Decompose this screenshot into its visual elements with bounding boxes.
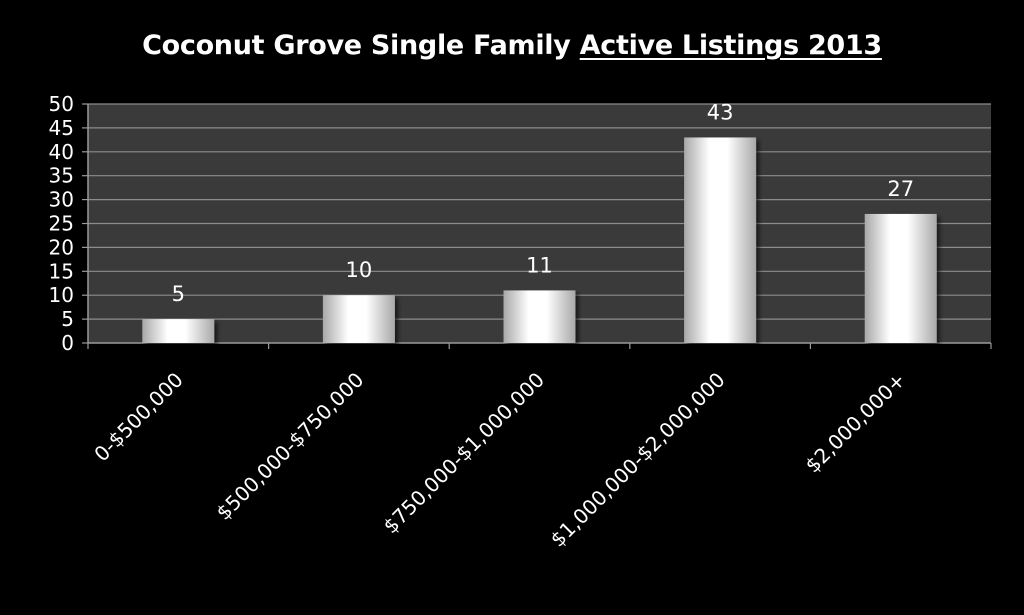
bar-2 xyxy=(503,290,576,343)
y-tick-label: 30 xyxy=(49,188,74,212)
x-tick-label: $750,000-$1,000,000 xyxy=(379,368,550,539)
x-tick-label: 0-$500,000 xyxy=(89,368,188,467)
bar-3 xyxy=(684,137,757,343)
y-tick-label: 20 xyxy=(49,235,74,259)
y-tick-label: 15 xyxy=(49,259,74,283)
chart-title: Coconut Grove Single Family Active Listi… xyxy=(0,30,1024,61)
data-label: 43 xyxy=(707,100,734,124)
data-label: 11 xyxy=(526,253,553,277)
y-tick-label: 40 xyxy=(49,140,74,164)
y-tick-label: 5 xyxy=(61,307,74,331)
x-tick-label: $2,000,000+ xyxy=(800,368,910,478)
y-tick-label: 50 xyxy=(49,92,74,116)
bar-1 xyxy=(322,295,395,343)
y-tick-label: 25 xyxy=(49,212,74,236)
bar-0 xyxy=(142,319,215,343)
x-tick-label: $1,000,000-$2,000,000 xyxy=(546,368,730,552)
data-label: 10 xyxy=(346,258,373,282)
chart-title-emphasis: Active Listings 2013 xyxy=(579,30,883,61)
y-tick-label: 10 xyxy=(49,283,74,307)
y-tick-label: 35 xyxy=(49,164,74,188)
data-label: 5 xyxy=(172,282,185,306)
y-tick-label: 0 xyxy=(61,331,74,355)
bar-4 xyxy=(864,213,937,343)
chart-title-main: Coconut Grove Single Family xyxy=(142,30,571,61)
data-label: 27 xyxy=(887,177,914,201)
y-tick-label: 45 xyxy=(49,116,74,140)
x-tick-label: $500,000-$750,000 xyxy=(211,368,368,525)
